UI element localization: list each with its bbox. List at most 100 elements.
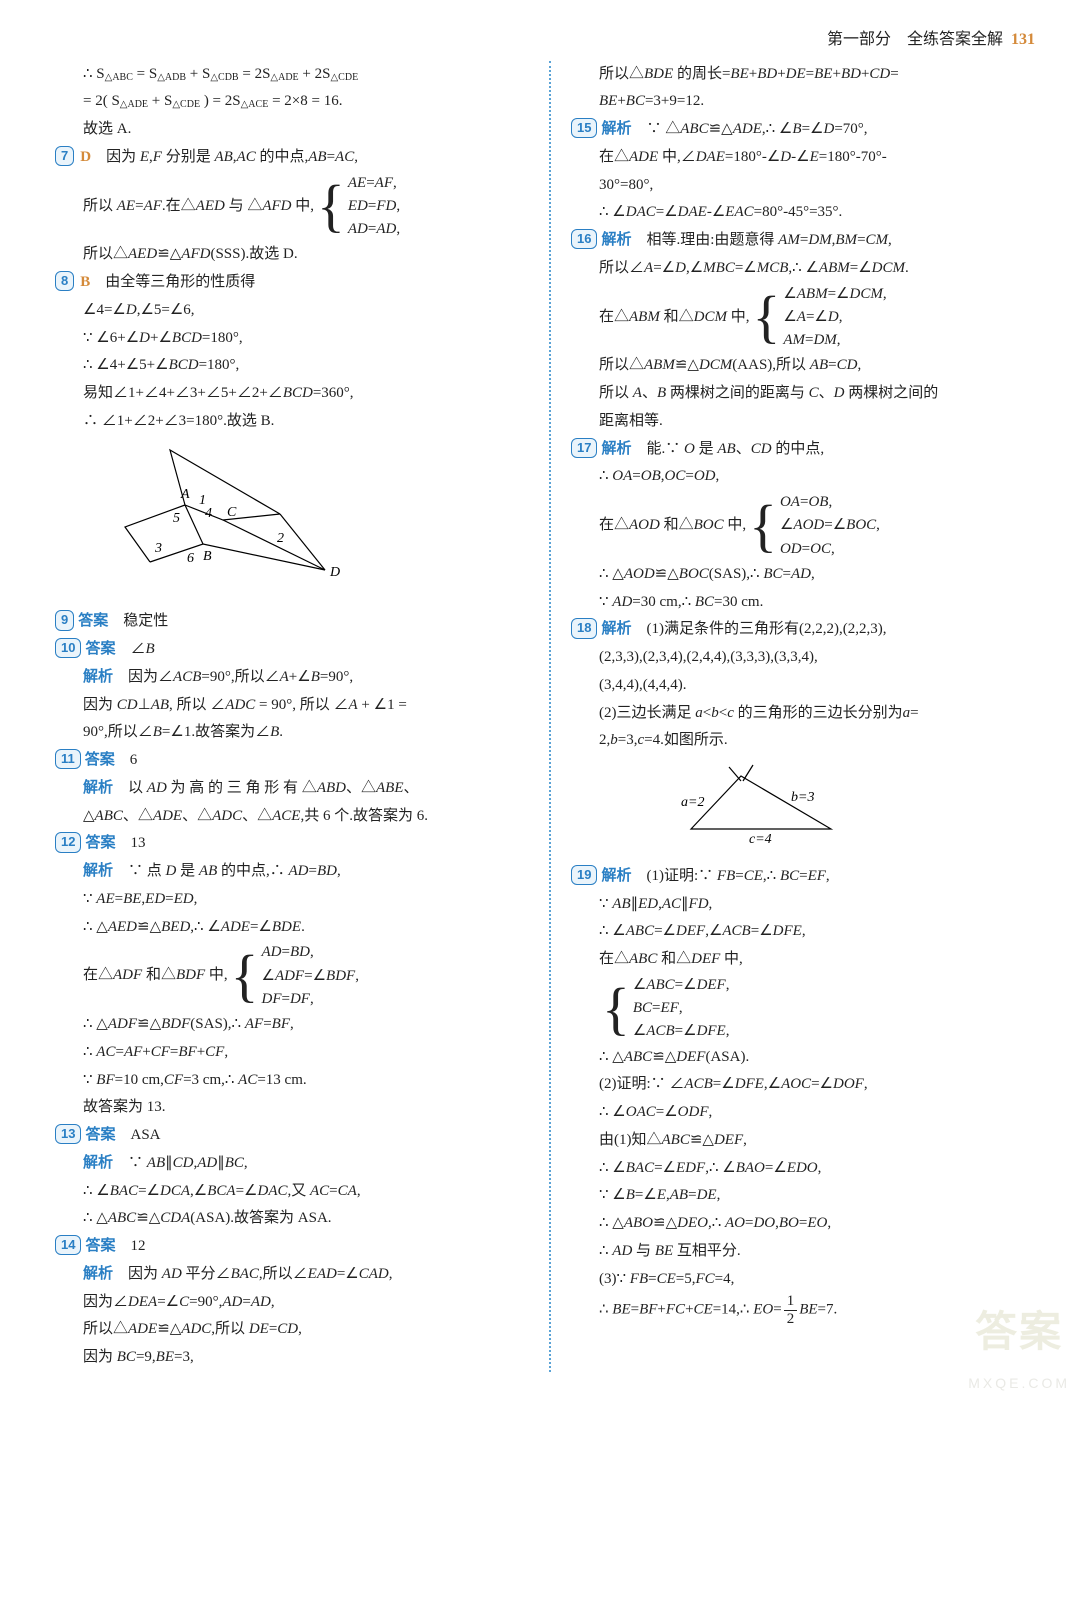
explain-label: 解析 <box>601 121 631 137</box>
page-header: 第一部分 全练答案全解131 <box>55 25 1045 55</box>
text: 所以△BDE 的周长=BE+BD+DE=BE+BD+CD= <box>571 61 1045 89</box>
header-title: 全练答案全解 <box>907 31 1003 48</box>
explain-label: 解析 <box>601 441 631 457</box>
answer: 6 <box>130 752 138 768</box>
explain-label: 解析 <box>83 863 113 879</box>
svg-text:2: 2 <box>277 531 284 546</box>
text: 所以△AED≌△AFD(SSS).故选 D. <box>55 241 529 269</box>
right-column: 所以△BDE 的周长=BE+BD+DE=BE+BD+CD= BE+BC=3+9=… <box>571 61 1045 1372</box>
text: 因为 CD⊥AB, 所以 ∠ADC = 90°, 所以 ∠A + ∠1 = <box>55 692 529 720</box>
text: 所以 A、B 两棵树之间的距离与 C、D 两棵树之间的 <box>571 380 1045 408</box>
text: ∠4=∠D,∠5=∠6, <box>55 297 529 325</box>
svg-text:a=2: a=2 <box>681 795 704 810</box>
svg-text:A: A <box>180 487 190 502</box>
answer: B <box>80 274 90 290</box>
text: ∴ ∠DAC=∠DAE-∠EAC=80°-45°=35°. <box>571 199 1045 227</box>
text: (2)三边长满足 a<b<c 的三角形的三边长分别为a= <box>571 700 1045 728</box>
text: ∴ OA=OB,OC=OD, <box>571 463 1045 491</box>
brace-icon: { <box>231 950 259 1002</box>
text: ∴ S△ABC = S△ADB + S△CDB = 2S△ADE + 2S△CD… <box>55 61 529 89</box>
q-badge: 12 <box>55 832 81 852</box>
text: (2)证明:∵ ∠ACB=∠DFE,∠AOC=∠DOF, <box>571 1071 1045 1099</box>
text: 30°=80°, <box>571 172 1045 200</box>
answer: ∠B <box>131 641 155 657</box>
text: 以 AD 为 高 的 三 角 形 有 △ABD、△ABE、 <box>128 780 418 796</box>
page-number: 131 <box>1011 31 1035 48</box>
svg-text:D: D <box>329 565 340 580</box>
text: ∵ 点 D 是 AB 的中点,∴ AD=BD, <box>128 863 341 879</box>
explain-label: 解析 <box>83 1155 113 1171</box>
explain-label: 解析 <box>601 868 631 884</box>
q-badge: 17 <box>571 438 597 458</box>
q-badge: 11 <box>55 749 81 769</box>
text: ∴ ∠4+∠5+∠BCD=180°, <box>55 352 529 380</box>
text: ∵ ∠B=∠E,AB=DE, <box>571 1182 1045 1210</box>
text: ∴ ∠BAC=∠DCA,∠BCA=∠DAC,又 AC=CA, <box>55 1178 529 1206</box>
answer-label: 答案 <box>78 613 108 629</box>
text: ∵ AB∥CD,AD∥BC, <box>128 1155 248 1171</box>
column-divider <box>549 61 551 1372</box>
explain-label: 解析 <box>83 780 113 796</box>
text: (3,4,4),(4,4,4). <box>571 672 1045 700</box>
text: 在△ABM 和△DCM 中, <box>599 304 749 332</box>
q-badge: 16 <box>571 229 597 249</box>
text: 因为∠DEA=∠C=90°,AD=AD, <box>55 1289 529 1317</box>
q-badge: 9 <box>55 610 74 630</box>
brace-icon: { <box>317 180 345 232</box>
text: ∵ △ABC≌△ADE,∴ ∠B=∠D=70°, <box>647 121 868 137</box>
text: = 2( S△ADE + S△CDE ) = 2S△ACE = 2×8 = 16… <box>55 88 529 116</box>
text: ∵ AB∥ED,AC∥FD, <box>571 891 1045 919</box>
svg-text:6: 6 <box>187 551 194 566</box>
answer-label: 答案 <box>85 835 115 851</box>
brace-content: ∠ABM=∠DCM,∠A=∠D,AM=DM, <box>783 283 886 353</box>
q-badge: 8 <box>55 271 74 291</box>
answer: ASA <box>131 1127 161 1143</box>
svg-text:4: 4 <box>205 506 212 521</box>
explain-label: 解析 <box>601 232 631 248</box>
explain-label: 解析 <box>83 669 113 685</box>
triangle-figure-18: a=2 b=3 c=4 <box>661 761 1045 857</box>
text: ∵ ∠6+∠D+∠BCD=180°, <box>55 325 529 353</box>
text: ∴ AD 与 BE 互相平分. <box>571 1238 1045 1266</box>
text: ∴ △AOD≌△BOC(SAS),∴ BC=AD, <box>571 561 1045 589</box>
brace-content: AE=AF,ED=FD,AD=AD, <box>348 172 400 242</box>
brace-content: AD=BD,∠ADF=∠BDF,DF=DF, <box>261 941 358 1011</box>
explain-label: 解析 <box>83 1266 113 1282</box>
text: ∴ ∠ABC=∠DEF,∠ACB=∠DFE, <box>571 918 1045 946</box>
text: 所以∠A=∠D,∠MBC=∠MCB,∴ ∠ABM=∠DCM. <box>571 255 1045 283</box>
q-badge: 13 <box>55 1124 81 1144</box>
text: 在△ADE 中,∠DAE=180°-∠D-∠E=180°-70°- <box>571 144 1045 172</box>
watermark-url: MXQE.COM <box>968 1371 1070 1397</box>
text: 故选 A. <box>55 116 529 144</box>
brace-content: OA=OB,∠AOD=∠BOC,OD=OC, <box>780 491 880 561</box>
answer-label: 答案 <box>85 752 115 768</box>
watermark: 答案 MXQE.COM <box>968 1293 1070 1397</box>
svg-text:3: 3 <box>154 541 162 556</box>
brace-icon: { <box>749 500 777 552</box>
text: 由全等三角形的性质得 <box>105 274 255 290</box>
text: 在△ADF 和△BDF 中, <box>83 962 228 990</box>
brace-content: ∠ABC=∠DEF,BC=EF,∠ACB=∠DFE, <box>633 974 730 1044</box>
text: (1)满足条件的三角形有(2,2,2),(2,2,3), <box>647 621 887 637</box>
text: (3)∵ FB=CE=5,FC=4, <box>571 1266 1045 1294</box>
text: △ABC、△ADE、△ADC、△ACE,共 6 个.故答案为 6. <box>55 803 529 831</box>
explain-label: 解析 <box>601 621 631 637</box>
answer-label: 答案 <box>85 641 115 657</box>
text: (1)证明:∵ FB=CE,∴ BC=EF, <box>647 868 830 884</box>
text: 相等.理由:由题意得 AM=DM,BM=CM, <box>647 232 892 248</box>
fraction: 12 <box>784 1293 798 1327</box>
text: ∵ BF=10 cm,CF=3 cm,∴ AC=13 cm. <box>55 1067 529 1095</box>
text: ∵ AD=30 cm,∴ BC=30 cm. <box>571 589 1045 617</box>
text: 在△ABC 和△DEF 中, <box>571 946 1045 974</box>
q-badge: 15 <box>571 118 597 138</box>
text: 2,b=3,c=4.如图所示. <box>571 727 1045 755</box>
svg-text:C: C <box>227 505 237 520</box>
text: ∴ △ABC≌△CDA(ASA).故答案为 ASA. <box>55 1205 529 1233</box>
q-badge: 14 <box>55 1235 81 1255</box>
text: 因为 AD 平分∠BAC,所以∠EAD=∠CAD, <box>128 1266 392 1282</box>
answer: D <box>80 149 91 165</box>
brace-icon: { <box>602 983 630 1035</box>
text: 故答案为 13. <box>55 1094 529 1122</box>
q-badge: 18 <box>571 618 597 638</box>
text: 能.∵ O 是 AB、CD 的中点, <box>647 441 825 457</box>
